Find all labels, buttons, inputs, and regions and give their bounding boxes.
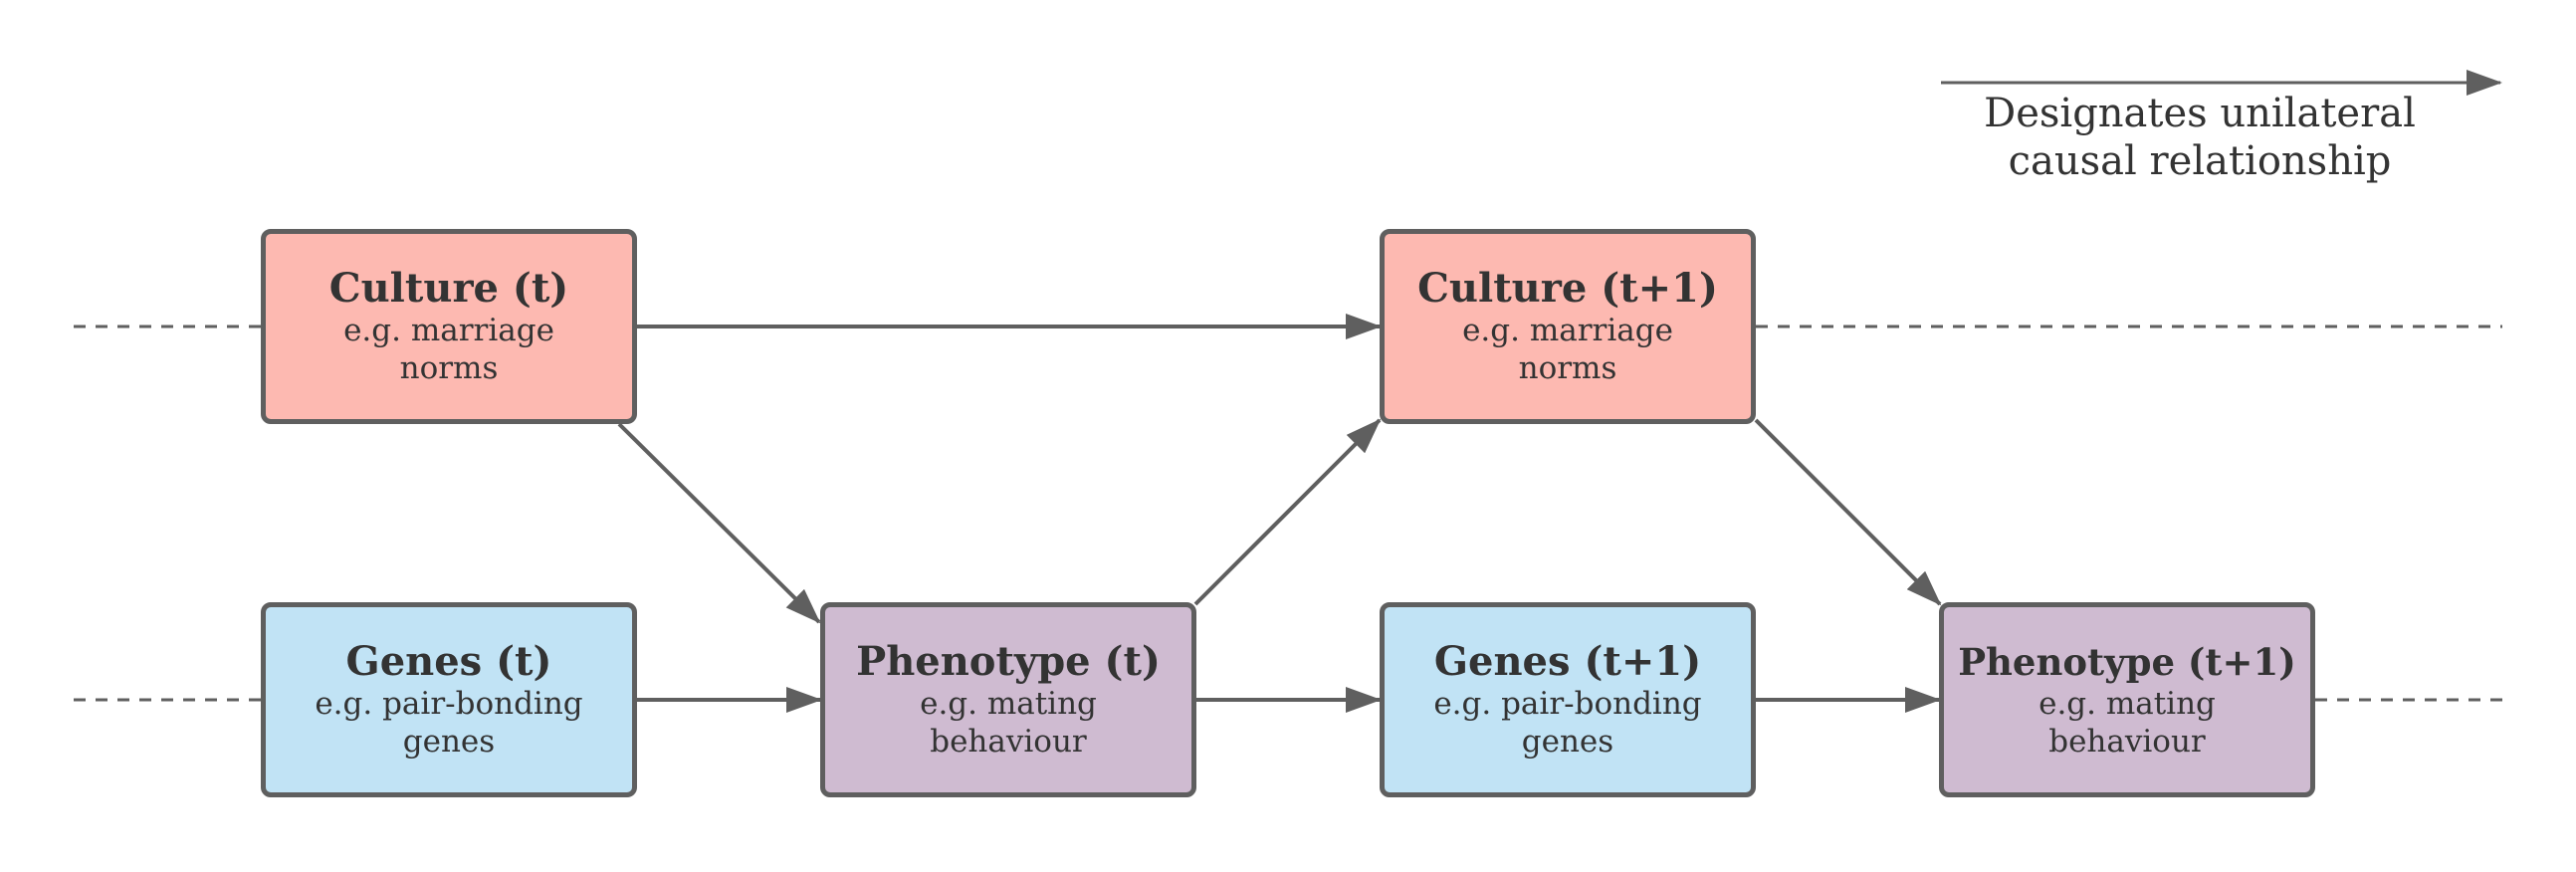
arrow-culture-t1-to-phenotype-t1: [1754, 418, 1942, 606]
arrow-culture-t-to-phenotype-t: [617, 422, 821, 624]
node-phenotype-t1: Phenotype (t+1) e.g. mating behaviour: [1939, 602, 2315, 797]
node-example: e.g. marriage norms: [343, 313, 554, 386]
node-title: Culture (t+1): [1417, 265, 1718, 312]
node-example: e.g. pair-bonding genes: [315, 686, 583, 760]
node-genes-t1: Genes (t+1) e.g. pair-bonding genes: [1380, 602, 1756, 797]
legend-label: Designates unilateral causal relationshi…: [1984, 91, 2416, 184]
node-title: Genes (t): [345, 638, 552, 685]
node-culture-t: Culture (t) e.g. marriage norms: [261, 229, 637, 424]
node-example: e.g. pair-bonding genes: [1433, 686, 1702, 760]
node-phenotype-t: Phenotype (t) e.g. mating behaviour: [820, 602, 1196, 797]
arrow-phenotype-t-to-culture-t1: [1193, 418, 1382, 606]
node-title: Genes (t+1): [1433, 638, 1702, 685]
node-example: e.g. mating behaviour: [2039, 686, 2216, 760]
node-culture-t1: Culture (t+1) e.g. marriage norms: [1380, 229, 1756, 424]
node-title: Phenotype (t+1): [1958, 640, 2296, 684]
node-example: e.g. marriage norms: [1462, 313, 1673, 386]
node-genes-t: Genes (t) e.g. pair-bonding genes: [261, 602, 637, 797]
node-title: Phenotype (t): [856, 638, 1161, 685]
node-example: e.g. mating behaviour: [920, 686, 1097, 760]
node-title: Culture (t): [328, 265, 569, 312]
